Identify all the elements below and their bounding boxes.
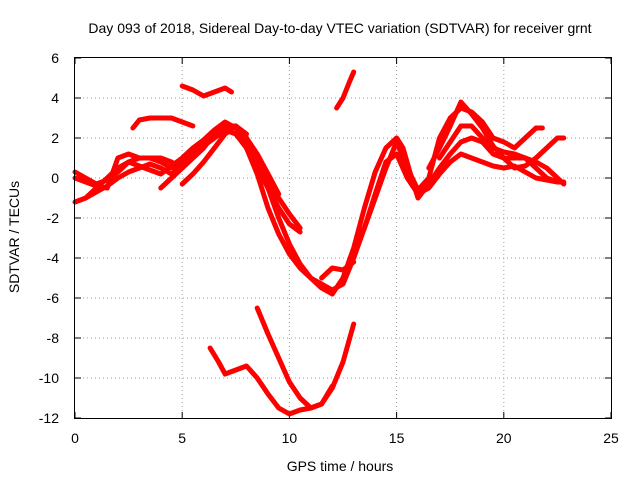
x-tick-label: 20	[496, 430, 512, 446]
y-tick-label: 4	[51, 90, 59, 106]
series-track-m	[437, 123, 567, 187]
y-axis-label: SDTVAR / TECUs	[6, 181, 22, 293]
y-tick-label: -4	[47, 250, 60, 266]
series-track-i	[334, 69, 357, 111]
series-track-h	[179, 83, 234, 99]
x-tick-label: 10	[282, 430, 298, 446]
series-track-f	[158, 123, 282, 197]
series-track-e	[130, 115, 196, 131]
x-tick-label: 0	[71, 430, 79, 446]
series-track-k	[355, 105, 545, 241]
chart-title: Day 093 of 2018, Sidereal Day-to-day VTE…	[88, 20, 591, 36]
axis-ticks: 0 5 10 15 20 25 -12 -10 -8 -6 -4 -2 0 2 4 6	[39, 50, 619, 446]
series-track-j	[319, 259, 357, 281]
y-tick-label: 2	[51, 130, 59, 146]
x-tick-label: 15	[389, 430, 405, 446]
y-tick-label: -10	[39, 370, 59, 386]
y-tick-label: 6	[51, 50, 59, 66]
x-axis-label: GPS time / hours	[287, 458, 394, 474]
x-tick-label: 5	[178, 430, 186, 446]
y-tick-label: -8	[47, 330, 60, 346]
x-tick-label: 25	[603, 430, 619, 446]
series-track-c	[83, 119, 560, 297]
data-series	[72, 69, 567, 417]
plot-frame	[74, 57, 612, 419]
series-track-b	[72, 127, 567, 293]
y-tick-label: 0	[51, 170, 59, 186]
series-track-g	[179, 123, 249, 187]
y-tick-label: -6	[47, 290, 60, 306]
y-tick-label: -2	[47, 210, 60, 226]
series-track-o	[254, 305, 335, 411]
y-tick-label: -12	[39, 410, 59, 426]
